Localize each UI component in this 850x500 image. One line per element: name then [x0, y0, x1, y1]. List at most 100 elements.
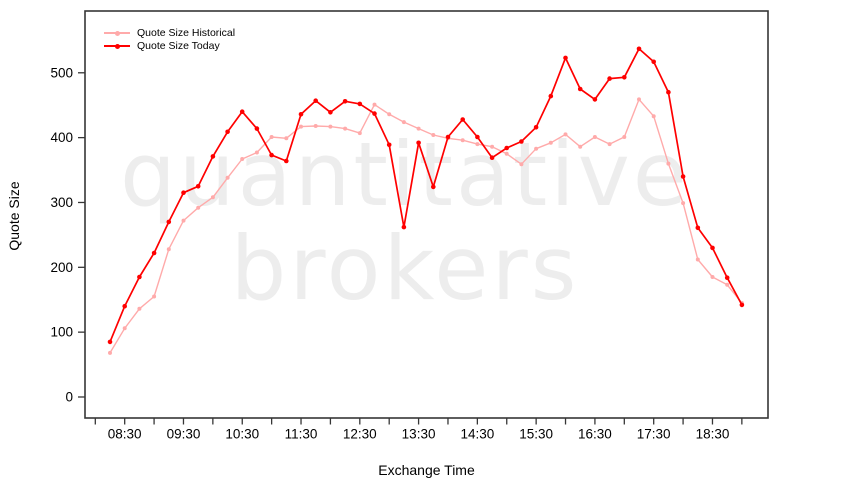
historical-data-point — [284, 136, 289, 141]
x-tick-label: 18:30 — [696, 427, 730, 442]
today-data-point — [666, 89, 671, 95]
plot-frame — [84, 10, 769, 419]
today-data-point — [269, 152, 274, 158]
historical-data-point — [357, 131, 362, 136]
y-axis-title: Quote Size — [6, 181, 22, 251]
today-data-point — [195, 184, 201, 189]
today-data-point — [386, 142, 392, 148]
today-data-point — [533, 125, 539, 130]
today-series-line — [109, 47, 743, 343]
x-axis-title: Exchange Time — [378, 462, 475, 478]
historical-data-point — [313, 124, 318, 128]
x-tick-label: 17:30 — [637, 427, 671, 442]
today-data-point — [239, 109, 245, 114]
today-data-point — [592, 97, 598, 102]
x-tick-label: 13:30 — [402, 427, 436, 442]
historical-data-point — [695, 257, 700, 262]
legend-label-today: Quote Size Today — [137, 39, 220, 52]
watermark: quantitative brokers — [0, 128, 810, 316]
today-data-point — [313, 98, 319, 103]
legend-item-historical: Quote Size Historical — [104, 26, 235, 39]
today-data-point — [151, 250, 157, 256]
today-data-point — [342, 99, 348, 104]
today-data-point — [636, 46, 642, 52]
legend-label-historical: Quote Size Historical — [137, 26, 236, 39]
today-data-point — [680, 174, 686, 179]
historical-data-point — [725, 282, 730, 287]
x-tick-label: 11:30 — [285, 427, 318, 442]
historical-data-point — [181, 218, 186, 223]
today-data-point — [445, 134, 451, 140]
historical-series-line — [109, 98, 743, 354]
y-tick-label: 500 — [50, 65, 73, 80]
today-data-point — [519, 139, 524, 144]
historical-data-point — [534, 146, 539, 151]
today-data-point — [431, 184, 436, 190]
historical-data-point — [122, 326, 127, 331]
historical-data-point — [622, 135, 627, 139]
today-data-point — [357, 101, 363, 107]
today-data-point — [254, 126, 260, 131]
historical-data-point — [299, 124, 303, 129]
historical-data-point — [431, 133, 436, 137]
historical-data-point — [578, 144, 583, 149]
x-tick-label: 10:30 — [225, 427, 259, 442]
y-tick-label: 0 — [65, 389, 73, 404]
historical-data-point — [196, 205, 201, 210]
today-data-point — [166, 219, 172, 225]
y-tick-label: 200 — [50, 260, 73, 275]
today-data-point — [284, 158, 289, 164]
today-data-point — [122, 303, 127, 309]
today-data-point — [710, 245, 715, 251]
watermark-line2: brokers — [230, 217, 580, 320]
x-tick-label: 16:30 — [578, 427, 612, 442]
today-data-point — [328, 110, 333, 115]
historical-data-point — [460, 138, 465, 143]
x-tick-label: 08:30 — [108, 427, 142, 442]
today-data-point — [416, 140, 421, 146]
historical-data-point — [328, 124, 333, 129]
historical-data-point — [166, 247, 171, 252]
historical-data-point — [666, 161, 671, 166]
historical-data-point — [710, 275, 715, 279]
today-data-point — [695, 225, 701, 231]
today-data-point — [460, 117, 466, 122]
historical-data-point — [490, 144, 495, 149]
today-data-point — [577, 86, 583, 92]
today-data-point — [489, 155, 495, 160]
historical-series-swatch — [104, 28, 130, 37]
historical-data-point — [108, 350, 112, 355]
historical-data-point — [416, 126, 421, 131]
x-tick-label: 12:30 — [343, 427, 377, 442]
y-tick-label: 300 — [50, 195, 73, 210]
today-data-point — [225, 129, 230, 135]
historical-data-point — [372, 102, 377, 107]
historical-data-point — [254, 150, 259, 155]
today-data-point — [298, 112, 304, 117]
watermark-line1: quantitative — [120, 123, 690, 226]
today-data-point — [622, 75, 627, 80]
today-data-point — [651, 59, 656, 65]
historical-data-point — [152, 294, 157, 299]
historical-data-point — [651, 114, 656, 119]
y-tick-label: 100 — [50, 325, 73, 340]
legend: Quote Size Historical Quote Size Today — [104, 26, 235, 52]
historical-data-point — [475, 142, 480, 147]
historical-data-point — [401, 120, 406, 125]
historical-data-point — [225, 175, 230, 180]
today-series-swatch — [104, 41, 130, 50]
x-tick-label: 09:30 — [167, 427, 201, 442]
historical-data-point — [269, 135, 274, 139]
historical-data-point — [563, 132, 568, 137]
historical-data-point — [504, 151, 509, 156]
today-data-point — [210, 154, 216, 159]
historical-data-point — [210, 195, 215, 200]
today-data-point — [401, 224, 407, 230]
x-tick-label: 15:30 — [519, 427, 553, 442]
historical-data-point — [681, 201, 686, 206]
today-data-point — [181, 190, 186, 195]
historical-data-point — [607, 142, 612, 147]
today-data-point — [739, 302, 745, 308]
